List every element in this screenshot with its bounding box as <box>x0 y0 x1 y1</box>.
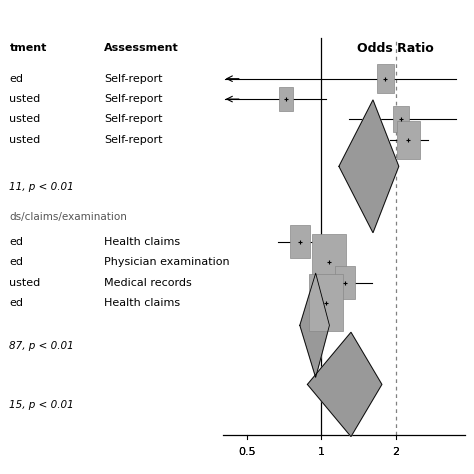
Text: 2: 2 <box>392 447 399 457</box>
Text: ed: ed <box>9 237 24 247</box>
FancyBboxPatch shape <box>397 121 419 159</box>
Polygon shape <box>300 273 329 377</box>
Text: Self-report: Self-report <box>104 94 163 104</box>
FancyBboxPatch shape <box>310 274 344 331</box>
Text: usted: usted <box>9 135 41 145</box>
FancyBboxPatch shape <box>377 64 394 93</box>
Text: Health claims: Health claims <box>104 237 181 247</box>
Text: Health claims: Health claims <box>104 298 181 308</box>
Text: ed: ed <box>9 298 24 308</box>
FancyBboxPatch shape <box>335 266 355 299</box>
Polygon shape <box>308 332 382 437</box>
FancyBboxPatch shape <box>393 106 409 133</box>
FancyBboxPatch shape <box>290 225 310 258</box>
Text: 0.5: 0.5 <box>238 447 255 457</box>
Text: 1: 1 <box>318 447 325 457</box>
Text: Assessment: Assessment <box>104 43 179 53</box>
Text: ds/claims/examination: ds/claims/examination <box>9 212 128 222</box>
Text: tment: tment <box>9 43 47 53</box>
Text: Physician examination: Physician examination <box>104 257 230 267</box>
FancyBboxPatch shape <box>279 87 293 111</box>
Text: 1: 1 <box>318 447 325 457</box>
Text: 2: 2 <box>392 447 399 457</box>
Text: 0.5: 0.5 <box>238 447 255 457</box>
Text: Odds Ratio: Odds Ratio <box>357 42 434 55</box>
Text: 11, p < 0.01: 11, p < 0.01 <box>9 182 74 191</box>
Text: 15, p < 0.01: 15, p < 0.01 <box>9 400 74 410</box>
Text: Self-report: Self-report <box>104 135 163 145</box>
Text: ed: ed <box>9 73 24 84</box>
Text: 87, p < 0.01: 87, p < 0.01 <box>9 341 74 351</box>
Text: ed: ed <box>9 257 24 267</box>
Polygon shape <box>339 100 399 233</box>
FancyBboxPatch shape <box>312 234 346 291</box>
Text: Medical records: Medical records <box>104 277 192 288</box>
Text: usted: usted <box>9 114 41 125</box>
Text: usted: usted <box>9 277 41 288</box>
Text: Self-report: Self-report <box>104 73 163 84</box>
Text: Self-report: Self-report <box>104 114 163 125</box>
Text: usted: usted <box>9 94 41 104</box>
